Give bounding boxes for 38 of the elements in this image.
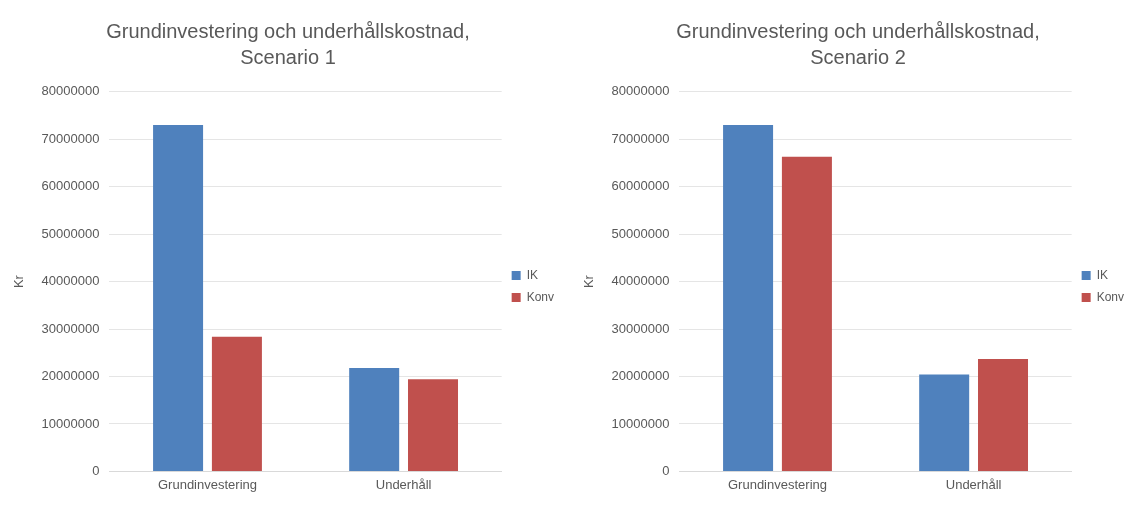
bar bbox=[978, 358, 1029, 471]
y-tick-label: 60000000 bbox=[611, 178, 670, 194]
bar bbox=[919, 374, 970, 471]
legend-label: Konv bbox=[526, 289, 555, 304]
y-tick-label: 20000000 bbox=[41, 368, 100, 384]
y-tick-label: 20000000 bbox=[611, 368, 670, 384]
x-tick-label: Underhåll bbox=[375, 476, 432, 492]
y-tick-label: 60000000 bbox=[41, 178, 100, 194]
chart-title: Grundinvestering och underhållskostnad, Scenario 1 bbox=[105, 19, 471, 70]
bar bbox=[723, 125, 774, 471]
y-tick-label: 70000000 bbox=[611, 130, 670, 146]
bar bbox=[408, 379, 459, 471]
y-tick-label: 0 bbox=[92, 462, 100, 478]
bar bbox=[153, 125, 204, 471]
y-tick-label: 30000000 bbox=[41, 320, 100, 336]
y-tick-label: 10000000 bbox=[41, 415, 100, 431]
y-tick-label: 10000000 bbox=[611, 415, 670, 431]
x-tick-label: Grundinvestering bbox=[727, 476, 827, 492]
y-axis-title: Kr bbox=[581, 274, 597, 289]
y-tick-label: 40000000 bbox=[41, 273, 100, 289]
x-tick-label: Underhåll bbox=[945, 476, 1002, 492]
bar bbox=[781, 156, 832, 471]
legend-label: IK bbox=[526, 267, 538, 282]
y-tick-label: 50000000 bbox=[611, 225, 670, 241]
legend-label: IK bbox=[1096, 267, 1108, 282]
y-tick-label: 40000000 bbox=[611, 273, 670, 289]
y-tick-label: 0 bbox=[662, 462, 670, 478]
chart-title: Grundinvestering och underhållskostnad, Scenario 2 bbox=[675, 19, 1041, 70]
y-axis-title: Kr bbox=[11, 274, 27, 289]
bar bbox=[211, 336, 262, 471]
y-tick-label: 50000000 bbox=[41, 225, 100, 241]
x-tick-label: Grundinvestering bbox=[157, 476, 257, 492]
y-tick-label: 80000000 bbox=[611, 83, 670, 99]
legend-label: Konv bbox=[1096, 289, 1125, 304]
y-tick-label: 30000000 bbox=[611, 320, 670, 336]
y-tick-label: 80000000 bbox=[41, 83, 100, 99]
y-tick-label: 70000000 bbox=[41, 130, 100, 146]
bar bbox=[349, 367, 400, 471]
